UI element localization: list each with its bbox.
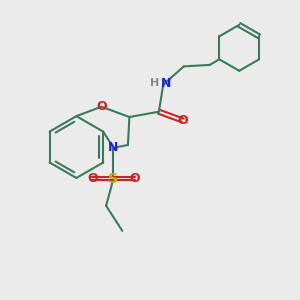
Text: O: O xyxy=(178,114,188,127)
Text: O: O xyxy=(96,100,107,113)
Text: N: N xyxy=(161,77,171,90)
Text: H: H xyxy=(150,78,160,88)
Text: S: S xyxy=(109,172,118,186)
Text: O: O xyxy=(87,172,98,185)
Text: N: N xyxy=(108,141,119,154)
Text: O: O xyxy=(129,172,140,185)
